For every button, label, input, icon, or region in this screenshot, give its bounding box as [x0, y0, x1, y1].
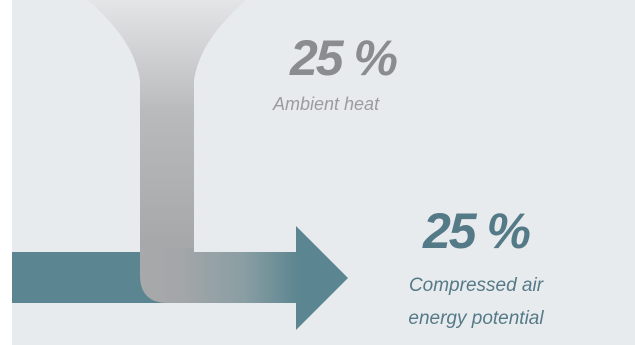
ambient-heat-label: Ambient heat — [273, 94, 380, 114]
ambient-heat-percentage: 25 % — [290, 30, 398, 86]
compressed-air-label-line-1: Compressed air — [408, 275, 544, 296]
compressed-air-arrow-head — [296, 226, 348, 330]
ambient-heat-funnel — [88, 0, 246, 250]
ambient-heat-elbow — [140, 248, 300, 303]
compressed-air-percentage: 25 % — [423, 203, 531, 259]
compressed-air-label-line-2: energy potential — [408, 308, 544, 329]
